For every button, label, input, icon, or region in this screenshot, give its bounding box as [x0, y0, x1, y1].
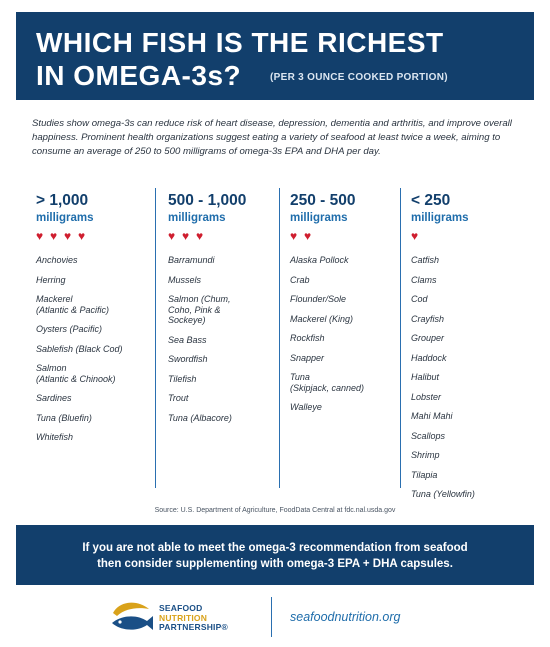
source-citation: Source: U.S. Department of Agriculture, …: [154, 507, 396, 514]
page-title-line-1: WHICH FISH IS THE RICHEST: [36, 27, 444, 58]
fish-logo-icon: [112, 602, 153, 630]
fish-item: Tuna (Bluefin): [36, 412, 92, 423]
heart-rating: ♥ ♥ ♥: [168, 229, 246, 243]
fish-item: Mahi Mahi: [411, 411, 453, 421]
heart-icon: ♥: [36, 229, 44, 243]
column-range: 250 - 500: [290, 192, 356, 209]
heart-rating: ♥: [411, 229, 475, 243]
heart-icon: ♥: [196, 229, 204, 243]
heart-icon: ♥: [182, 229, 190, 243]
logo-wordmark: SEAFOOD NUTRITION PARTNERSHIP®: [159, 603, 228, 633]
fish-item: Tuna (Yellowfin): [411, 489, 475, 499]
column-range: > 1,000: [36, 192, 89, 209]
column-divider: [155, 188, 156, 488]
fish-list: Barramundi Mussels Salmon (Chum, Coho, Pin…: [168, 255, 246, 423]
title-banner: WHICH FISH IS THE RICHEST IN OMEGA-3s? (…: [16, 12, 534, 100]
fish-item: Catfish: [411, 255, 440, 265]
column-unit: milligrams: [168, 212, 226, 224]
column-range: 500 - 1,000: [168, 192, 247, 209]
heart-icon: ♥: [64, 229, 72, 243]
fish-item: Lobster: [411, 391, 442, 402]
website-link[interactable]: seafoodnutrition.org: [290, 610, 401, 624]
fish-item: Alaska Pollock: [290, 255, 349, 265]
heart-icon: ♥: [290, 229, 298, 243]
column-range: < 250: [411, 192, 451, 209]
heart-rating: ♥ ♥ ♥ ♥: [36, 229, 123, 243]
fish-item: Sea Bass: [168, 334, 207, 345]
heart-icon: ♥: [50, 229, 58, 243]
page-title-line-2: IN OMEGA-3s?: [36, 60, 242, 91]
fish-item: Mackerel (Atlantic & Pacific): [36, 294, 110, 315]
heart-rating: ♥ ♥: [290, 229, 364, 243]
fish-item: Barramundi: [168, 255, 215, 265]
heart-icon: ♥: [411, 229, 419, 243]
fish-item: Tuna (Skipjack, canned): [290, 372, 365, 393]
fish-item: Crab: [290, 274, 310, 285]
heart-icon: ♥: [304, 229, 312, 243]
fish-item: Tilefish: [168, 373, 197, 384]
fish-item: Salmon (Atlantic & Chinook): [36, 363, 116, 384]
fish-item: Shrimp: [411, 450, 440, 460]
fish-item: Crayfish: [411, 313, 445, 324]
fish-item: Sablefish (Black Cod): [36, 343, 123, 354]
fish-item: Mussels: [168, 274, 202, 285]
column-unit: milligrams: [411, 212, 469, 224]
logo-line-partnership: PARTNERSHIP®: [159, 622, 228, 633]
column-500-1000: 500 - 1,000 milligrams ♥ ♥ ♥ Barramundi Mus…: [168, 193, 246, 432]
fish-item: Trout: [168, 393, 189, 403]
fish-item: Tilapia: [411, 469, 438, 480]
heart-icon: ♥: [78, 229, 86, 243]
fish-item: Salmon (Chum, Coho, Pink & Sockeye): [168, 294, 231, 325]
fish-list: Anchovies Herring Mackerel (Atlantic & Pac…: [36, 255, 123, 443]
intro-paragraph: Studies show omega-3s can reduce risk of…: [32, 118, 512, 157]
column-250-500: 250 - 500 milligrams ♥ ♥ Alaska Pollock Cr…: [290, 193, 364, 422]
fish-item: Tuna (Albacore): [168, 412, 232, 423]
supplement-banner: If you are not able to meet the omega-3 …: [16, 525, 534, 585]
fish-item: Cod: [411, 294, 428, 304]
footer-logo: SEAFOOD NUTRITION PARTNERSHIP® seafoodnu…: [109, 597, 429, 639]
fish-item: Scallops: [411, 430, 446, 441]
fish-item: Walleye: [290, 402, 322, 412]
fish-item: Grouper: [411, 333, 445, 343]
portion-subtitle: (PER 3 OUNCE COOKED PORTION): [270, 72, 448, 83]
column-unit: milligrams: [36, 212, 94, 224]
column-under-250: < 250 milligrams ♥ Catfish Clams Cod Crayfi…: [411, 193, 475, 509]
heart-icon: ♥: [168, 229, 176, 243]
column-over-1000: > 1,000 milligrams ♥ ♥ ♥ ♥ Anchovies Herring…: [36, 193, 123, 452]
fish-item: Herring: [36, 274, 66, 285]
column-divider: [279, 188, 280, 488]
fish-list: Alaska Pollock Crab Flounder/Sole Mackerel …: [290, 255, 364, 413]
fish-item: Haddock: [411, 352, 447, 363]
fish-item: Mackerel (King): [290, 313, 354, 324]
fish-item: Snapper: [290, 352, 325, 363]
logo-divider: [271, 597, 272, 637]
column-unit: milligrams: [290, 212, 348, 224]
fish-item: Halibut: [411, 372, 440, 382]
fish-item: Whitefish: [36, 432, 74, 442]
fish-item: Rockfish: [290, 333, 325, 343]
logo-line-seafood: SEAFOOD: [159, 603, 203, 613]
fish-item: Sardines: [36, 393, 72, 403]
column-divider: [400, 188, 401, 488]
supplement-message: If you are not able to meet the omega-3 …: [82, 542, 468, 570]
fish-item: Anchovies: [36, 255, 78, 265]
logo-line-nutrition: NUTRITION: [159, 612, 208, 623]
fish-list: Catfish Clams Cod Crayfish Grouper Haddock Hal…: [411, 255, 475, 500]
fish-item: Oysters (Pacific): [36, 324, 103, 334]
fish-item: Clams: [411, 274, 437, 285]
fish-item: Swordfish: [168, 354, 208, 364]
fish-item: Flounder/Sole: [290, 294, 347, 304]
